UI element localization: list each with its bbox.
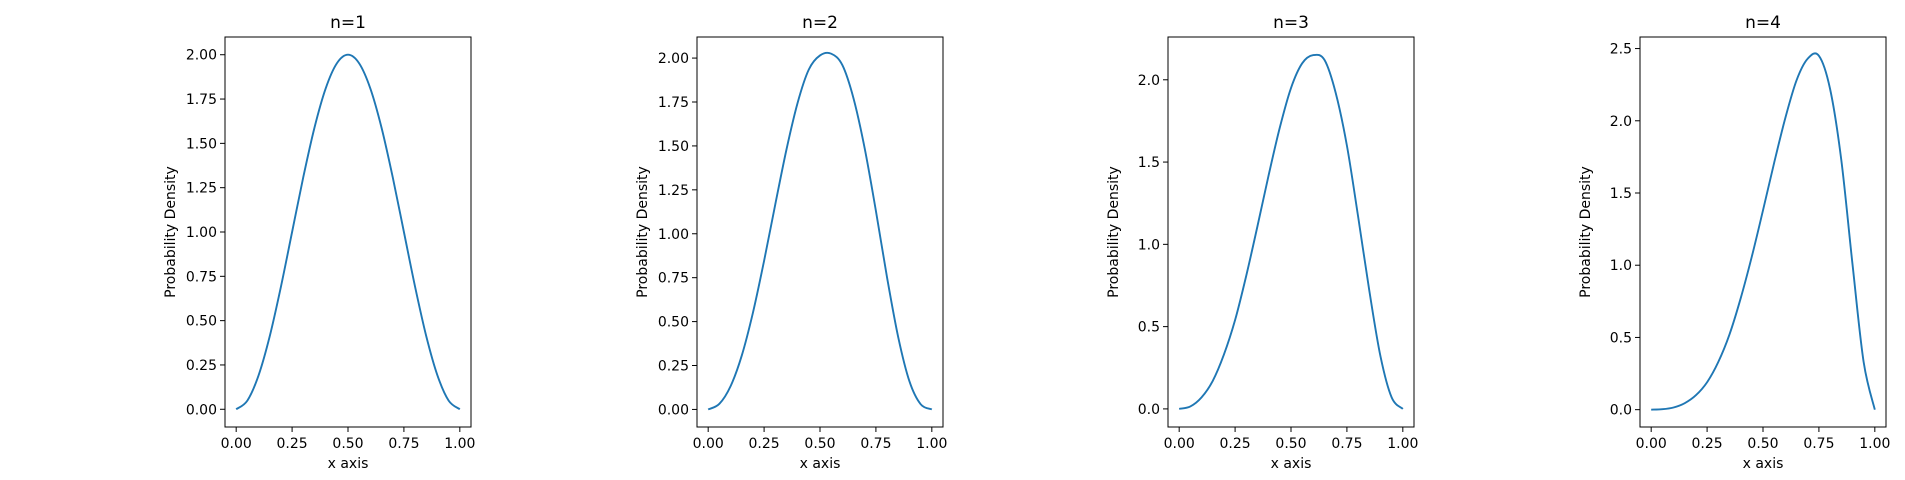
x-tick-label: 1.00 xyxy=(1859,436,1890,452)
y-tick-label: 0.00 xyxy=(186,402,217,418)
x-tick-label: 1.00 xyxy=(916,436,947,452)
x-tick-label: 0.75 xyxy=(1803,436,1834,452)
subplot-n2: n=2 x axis Probability Density 0.00 0.25 0… xyxy=(635,13,947,472)
y-axis-label: Probability Density xyxy=(635,166,651,298)
x-tick-label: 0.50 xyxy=(804,436,835,452)
y-tick-label: 1.50 xyxy=(658,139,689,155)
subplot-title: n=4 xyxy=(1745,13,1781,33)
series-line xyxy=(707,51,933,411)
x-tick-label: 0.00 xyxy=(693,436,724,452)
subplot-title: n=1 xyxy=(330,13,366,33)
y-tick-label: 1.5 xyxy=(1610,186,1632,202)
y-tick-label: 0.0 xyxy=(1610,403,1632,419)
y-tick-label: 1.00 xyxy=(186,225,217,241)
x-axis-label: x axis xyxy=(1743,456,1784,472)
x-tick-label: 0.25 xyxy=(1692,436,1723,452)
subplot-n1: n=1 x axis Probability Density 0.00 0.25 0… xyxy=(163,13,475,472)
x-tick-label: 0.75 xyxy=(860,436,891,452)
y-tick-label: 1.75 xyxy=(658,95,689,111)
y-tick-label: 0.25 xyxy=(186,358,217,374)
x-tick-label: 0.00 xyxy=(1636,436,1667,452)
subplot-n4: n=4 x axis Probability Density 0.00 0.25 0… xyxy=(1578,13,1890,472)
x-tick-label: 0.25 xyxy=(1220,436,1251,452)
y-tick-label: 1.25 xyxy=(186,181,217,197)
y-tick-label: 1.75 xyxy=(186,92,217,108)
y-tick-label: 0.5 xyxy=(1610,330,1632,346)
subplot-title: n=3 xyxy=(1273,13,1309,33)
y-tick-label: 2.0 xyxy=(1138,73,1160,89)
y-tick-label: 2.0 xyxy=(1610,114,1632,130)
x-tick-label: 0.25 xyxy=(749,436,780,452)
y-tick-label: 2.00 xyxy=(186,48,217,64)
x-tick-label: 0.75 xyxy=(1331,436,1362,452)
series-line xyxy=(1651,52,1876,411)
subplot-title: n=2 xyxy=(802,13,838,33)
x-tick-label: 0.75 xyxy=(388,436,419,452)
x-axis-label: x axis xyxy=(800,456,841,472)
x-axis-label: x axis xyxy=(328,456,369,472)
y-tick-label: 1.50 xyxy=(186,136,217,152)
y-axis-label: Probability Density xyxy=(163,166,179,298)
x-tick-label: 0.00 xyxy=(221,436,252,452)
y-tick-label: 0.0 xyxy=(1138,402,1160,418)
y-tick-label: 0.75 xyxy=(186,269,217,285)
x-tick-label: 0.00 xyxy=(1164,436,1195,452)
x-tick-label: 0.50 xyxy=(1275,436,1306,452)
y-tick-label: 0.5 xyxy=(1138,320,1160,336)
y-tick-label: 0.25 xyxy=(658,359,689,375)
y-tick-label: 0.50 xyxy=(186,314,217,330)
x-tick-label: 0.50 xyxy=(332,436,363,452)
y-axis-label: Probability Density xyxy=(1106,166,1122,298)
y-tick-label: 2.00 xyxy=(658,51,689,67)
y-tick-label: 0.75 xyxy=(658,271,689,287)
y-tick-label: 1.5 xyxy=(1138,155,1160,171)
series-line xyxy=(235,53,461,411)
subplot-n3: n=3 x axis Probability Density 0.00 0.25 0… xyxy=(1106,13,1418,472)
y-tick-label: 1.0 xyxy=(1610,258,1632,274)
y-tick-label: 0.00 xyxy=(658,402,689,418)
x-tick-label: 1.00 xyxy=(444,436,475,452)
y-tick-label: 2.5 xyxy=(1610,42,1632,58)
y-tick-label: 1.00 xyxy=(658,227,689,243)
y-axis-label: Probability Density xyxy=(1578,166,1594,298)
x-tick-label: 0.50 xyxy=(1747,436,1778,452)
y-tick-label: 0.50 xyxy=(658,315,689,331)
x-tick-label: 0.25 xyxy=(277,436,308,452)
y-tick-label: 1.0 xyxy=(1138,237,1160,253)
y-tick-label: 1.25 xyxy=(658,183,689,199)
x-tick-label: 1.00 xyxy=(1387,436,1418,452)
x-axis-label: x axis xyxy=(1271,456,1312,472)
series-line xyxy=(1178,53,1404,410)
